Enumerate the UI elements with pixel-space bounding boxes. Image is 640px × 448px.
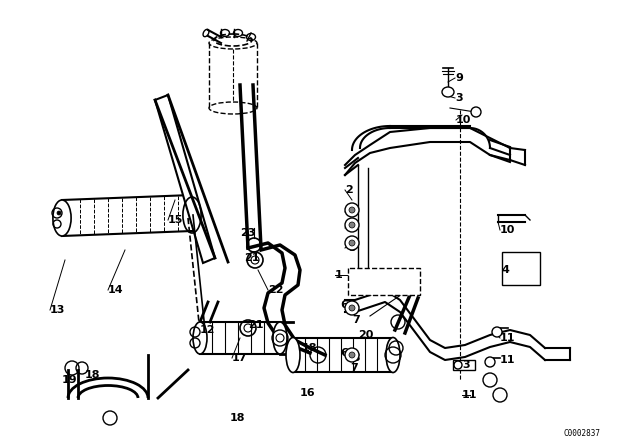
Text: 3: 3 (462, 360, 470, 370)
Text: 6: 6 (340, 300, 348, 310)
Text: 21: 21 (248, 320, 264, 330)
Circle shape (345, 236, 359, 250)
Text: 8: 8 (348, 223, 356, 233)
Text: 18: 18 (230, 413, 246, 423)
Circle shape (349, 240, 355, 246)
Text: 9: 9 (455, 73, 463, 83)
Text: 11: 11 (500, 333, 515, 343)
Text: 3: 3 (455, 93, 463, 103)
Text: 18: 18 (85, 370, 100, 380)
Text: 7: 7 (348, 207, 356, 217)
Circle shape (349, 207, 355, 213)
Text: 11: 11 (462, 390, 477, 400)
Circle shape (345, 301, 359, 315)
Polygon shape (453, 360, 475, 370)
Text: 18: 18 (302, 343, 317, 353)
Circle shape (485, 357, 495, 367)
Text: 20: 20 (358, 330, 373, 340)
Circle shape (349, 352, 355, 358)
Ellipse shape (193, 322, 207, 354)
Text: 13: 13 (50, 305, 65, 315)
Text: 11: 11 (500, 355, 515, 365)
Text: 7: 7 (350, 363, 358, 373)
Text: 15: 15 (168, 215, 184, 225)
Circle shape (349, 305, 355, 311)
Circle shape (492, 327, 502, 337)
Circle shape (57, 211, 61, 215)
Text: 22: 22 (268, 285, 284, 295)
Text: 7: 7 (352, 315, 360, 325)
Text: 16: 16 (300, 388, 316, 398)
Text: 23: 23 (240, 228, 255, 238)
Ellipse shape (442, 87, 454, 97)
Polygon shape (348, 268, 420, 295)
Circle shape (345, 348, 359, 362)
Text: 6: 6 (340, 348, 348, 358)
Circle shape (471, 107, 481, 117)
Text: 14: 14 (108, 285, 124, 295)
Text: 21: 21 (244, 253, 259, 263)
Text: C0002837: C0002837 (563, 429, 600, 438)
Circle shape (349, 222, 355, 228)
Polygon shape (502, 252, 540, 285)
Circle shape (345, 218, 359, 232)
Text: 5: 5 (348, 243, 356, 253)
Text: 1: 1 (335, 270, 343, 280)
Circle shape (345, 203, 359, 217)
Text: 12: 12 (200, 325, 216, 335)
Text: 4: 4 (502, 265, 510, 275)
Text: 10: 10 (500, 225, 515, 235)
Ellipse shape (386, 337, 400, 372)
Polygon shape (155, 95, 215, 263)
Text: 17: 17 (232, 353, 248, 363)
Ellipse shape (273, 322, 287, 354)
Text: 19: 19 (62, 375, 77, 385)
Ellipse shape (286, 337, 300, 372)
Text: 2: 2 (345, 185, 353, 195)
Text: 10: 10 (456, 115, 472, 125)
Ellipse shape (53, 200, 71, 236)
Text: 18: 18 (346, 353, 362, 363)
